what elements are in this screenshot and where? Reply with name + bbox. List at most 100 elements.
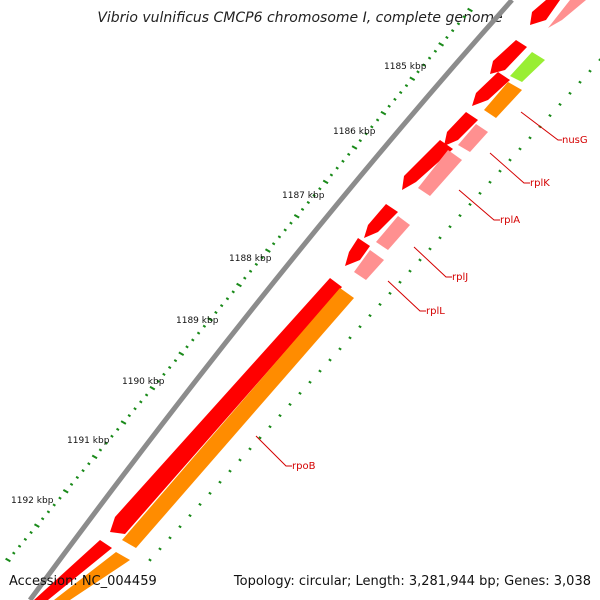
tick-dash: [387, 104, 391, 108]
forward-cds-track: [34, 0, 560, 600]
leader-line: [489, 152, 530, 184]
tick-dash: [236, 282, 242, 288]
gene-segment: [418, 150, 462, 196]
gene-segment: [54, 552, 130, 600]
gene-label-rpll: rplL: [426, 306, 445, 317]
tick-dash: [29, 530, 33, 535]
cds-segment: [490, 40, 527, 74]
cds-segment: [472, 72, 510, 106]
tick-dash: [168, 536, 172, 540]
tick-dash: [568, 91, 572, 95]
tick-dash: [75, 475, 80, 480]
tick-dash: [196, 331, 201, 335]
tick-dash: [277, 235, 282, 239]
cds-segment: [444, 112, 478, 146]
tick-dash: [271, 242, 276, 246]
gene-segment: [376, 216, 410, 250]
tick-dash: [98, 448, 103, 452]
tick-dash: [478, 191, 482, 195]
tick-dash: [167, 365, 172, 370]
tick-dash: [393, 97, 397, 101]
tick-dash: [548, 113, 552, 118]
tick-dash: [348, 336, 352, 340]
tick-dash: [427, 56, 432, 60]
tick-dash: [225, 297, 230, 301]
tick-dash: [162, 372, 166, 376]
gene-label-rpla: rplA: [500, 215, 520, 226]
tick-dash: [198, 502, 202, 507]
tick-dash: [300, 207, 305, 211]
tick-dash: [378, 302, 382, 307]
tick-dash: [260, 255, 264, 260]
tick-dash: [312, 194, 316, 198]
tick-label: 1192 kbp: [11, 496, 54, 506]
tick-dash: [328, 358, 332, 362]
tick-dash: [308, 380, 312, 384]
tick-dash: [293, 213, 300, 219]
tick-dash: [404, 84, 409, 88]
tick-dash: [17, 544, 22, 548]
tick-dash: [283, 228, 287, 232]
cds-segment: [345, 238, 370, 266]
leader-line: [458, 189, 500, 221]
tick-dash: [428, 247, 432, 251]
tick-dash: [433, 49, 438, 53]
tick-dash: [445, 35, 449, 40]
tick-dash: [148, 558, 152, 562]
tick-dash: [458, 213, 462, 218]
tick-dash: [264, 248, 271, 253]
tick-dash: [558, 102, 562, 107]
tick-dash: [438, 236, 442, 240]
leader-line: [413, 246, 452, 278]
tick-dash: [202, 324, 207, 328]
tick-marks: [5, 7, 600, 563]
tick-dash: [448, 225, 452, 229]
tick-dash: [398, 90, 403, 95]
label-leaders: [255, 111, 562, 467]
tick-dash: [398, 280, 402, 284]
tick-label: 1187 kbp: [282, 191, 325, 201]
tick-dash: [188, 513, 192, 518]
tick-dash: [5, 557, 11, 563]
tick-dash: [329, 173, 334, 177]
gene-segment: [484, 82, 522, 118]
tick-dash: [358, 325, 362, 329]
tick-dash: [219, 304, 224, 308]
tick-dash: [33, 523, 40, 528]
tick-dash: [289, 221, 293, 225]
tick-dash: [120, 420, 127, 425]
tick-dash: [208, 491, 212, 495]
tick-dash: [243, 276, 247, 280]
tick-dash: [127, 414, 131, 418]
gene-segment: [122, 288, 354, 548]
gene-segment: [510, 52, 545, 82]
tick-dash: [185, 345, 189, 349]
tick-dash: [133, 407, 137, 411]
tick-dash: [588, 69, 592, 73]
tick-dash: [52, 503, 56, 507]
tick-dash: [81, 469, 85, 473]
tick-dash: [178, 525, 182, 529]
cds-segment: [110, 278, 342, 534]
tick-dash: [248, 447, 252, 451]
leader-line: [255, 435, 292, 467]
tick-dash: [288, 402, 292, 407]
forward-gene-track: [354, 0, 586, 280]
tick-dash: [508, 158, 512, 162]
tick-dash: [422, 63, 426, 67]
tick-dash: [91, 454, 98, 460]
tick-dash: [144, 393, 149, 397]
tick-dash: [341, 159, 345, 163]
tick-dash: [62, 488, 69, 494]
tick-dash: [23, 537, 28, 541]
tick-dash: [375, 118, 380, 122]
tick-dash: [218, 480, 222, 484]
tick-dash: [456, 22, 461, 26]
tick-dash: [158, 547, 162, 551]
tick-dash: [364, 132, 368, 136]
gene-label-rplk: rplK: [530, 178, 550, 189]
tick-label: 1189 kbp: [176, 316, 219, 326]
tick-dash: [173, 359, 178, 363]
tick-dash: [416, 70, 420, 74]
tick-dash: [388, 291, 392, 295]
